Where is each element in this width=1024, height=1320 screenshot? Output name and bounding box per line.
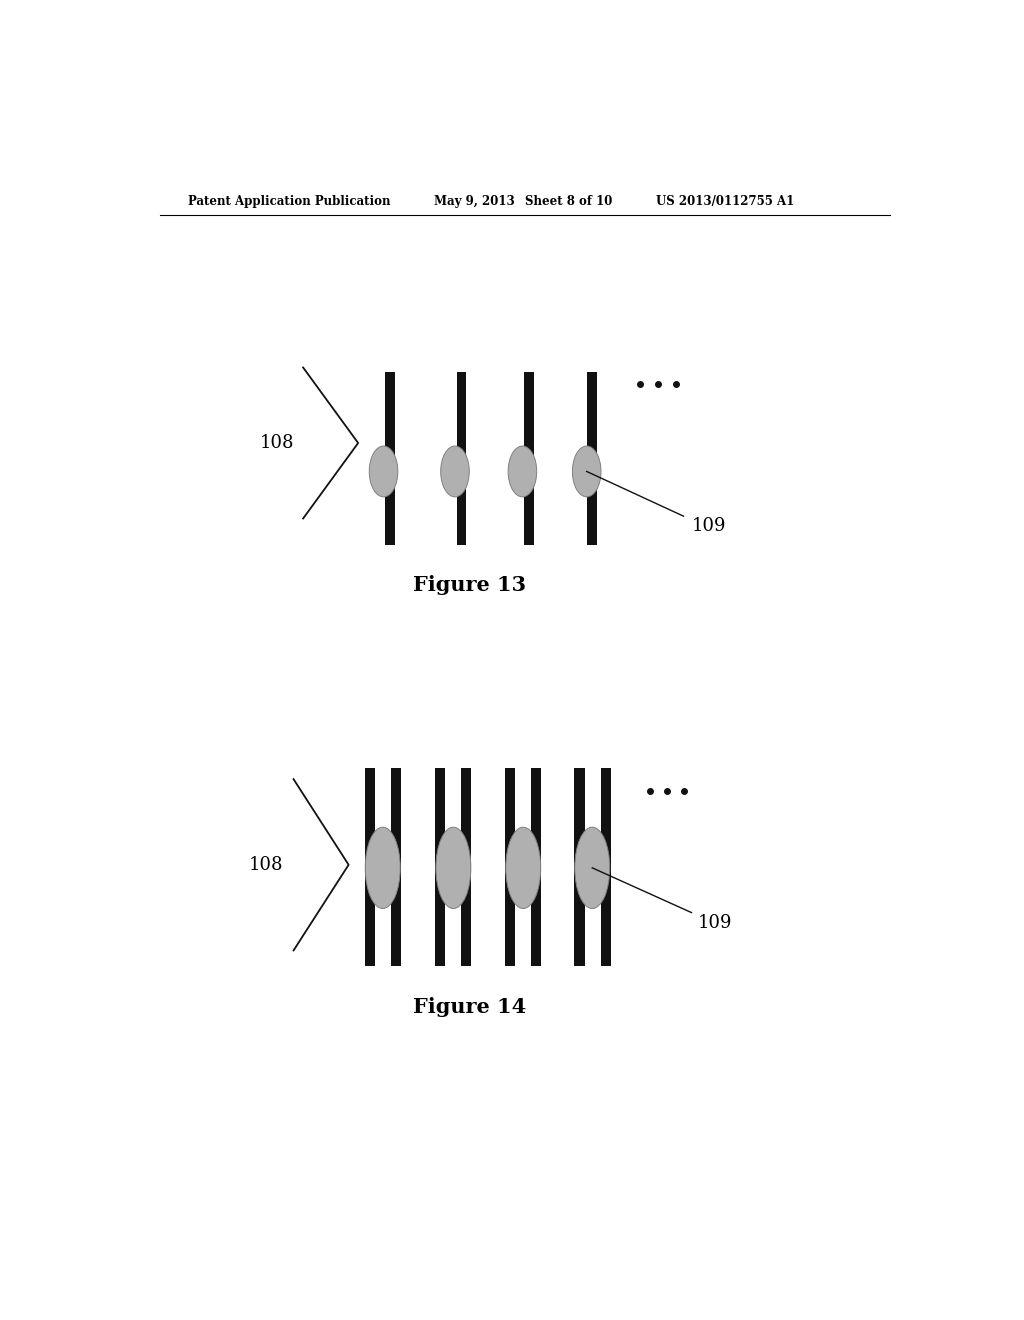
Bar: [435, 768, 445, 966]
Bar: [505, 768, 515, 966]
Bar: [391, 768, 401, 966]
Text: 108: 108: [248, 855, 283, 874]
Ellipse shape: [366, 828, 400, 908]
Text: US 2013/0112755 A1: US 2013/0112755 A1: [655, 194, 794, 207]
Bar: [530, 768, 541, 966]
Text: Figure 13: Figure 13: [413, 576, 525, 595]
Ellipse shape: [440, 446, 469, 496]
Bar: [385, 372, 394, 545]
Text: May 9, 2013: May 9, 2013: [433, 194, 514, 207]
Text: 109: 109: [697, 913, 732, 932]
Text: Figure 14: Figure 14: [413, 997, 526, 1018]
Ellipse shape: [436, 828, 471, 908]
Ellipse shape: [506, 828, 541, 908]
Ellipse shape: [574, 828, 609, 908]
Bar: [457, 372, 466, 545]
Text: 109: 109: [691, 517, 726, 536]
Ellipse shape: [572, 446, 601, 496]
Bar: [524, 372, 534, 545]
Ellipse shape: [508, 446, 537, 496]
Bar: [601, 768, 611, 966]
Bar: [574, 768, 585, 966]
Bar: [588, 372, 597, 545]
Bar: [365, 768, 375, 966]
Bar: [461, 768, 471, 966]
Text: 108: 108: [260, 434, 295, 451]
Ellipse shape: [370, 446, 398, 496]
Text: Sheet 8 of 10: Sheet 8 of 10: [524, 194, 612, 207]
Text: Patent Application Publication: Patent Application Publication: [187, 194, 390, 207]
